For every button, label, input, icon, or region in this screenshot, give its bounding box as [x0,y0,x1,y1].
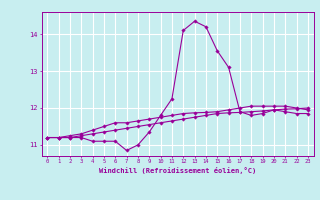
X-axis label: Windchill (Refroidissement éolien,°C): Windchill (Refroidissement éolien,°C) [99,167,256,174]
